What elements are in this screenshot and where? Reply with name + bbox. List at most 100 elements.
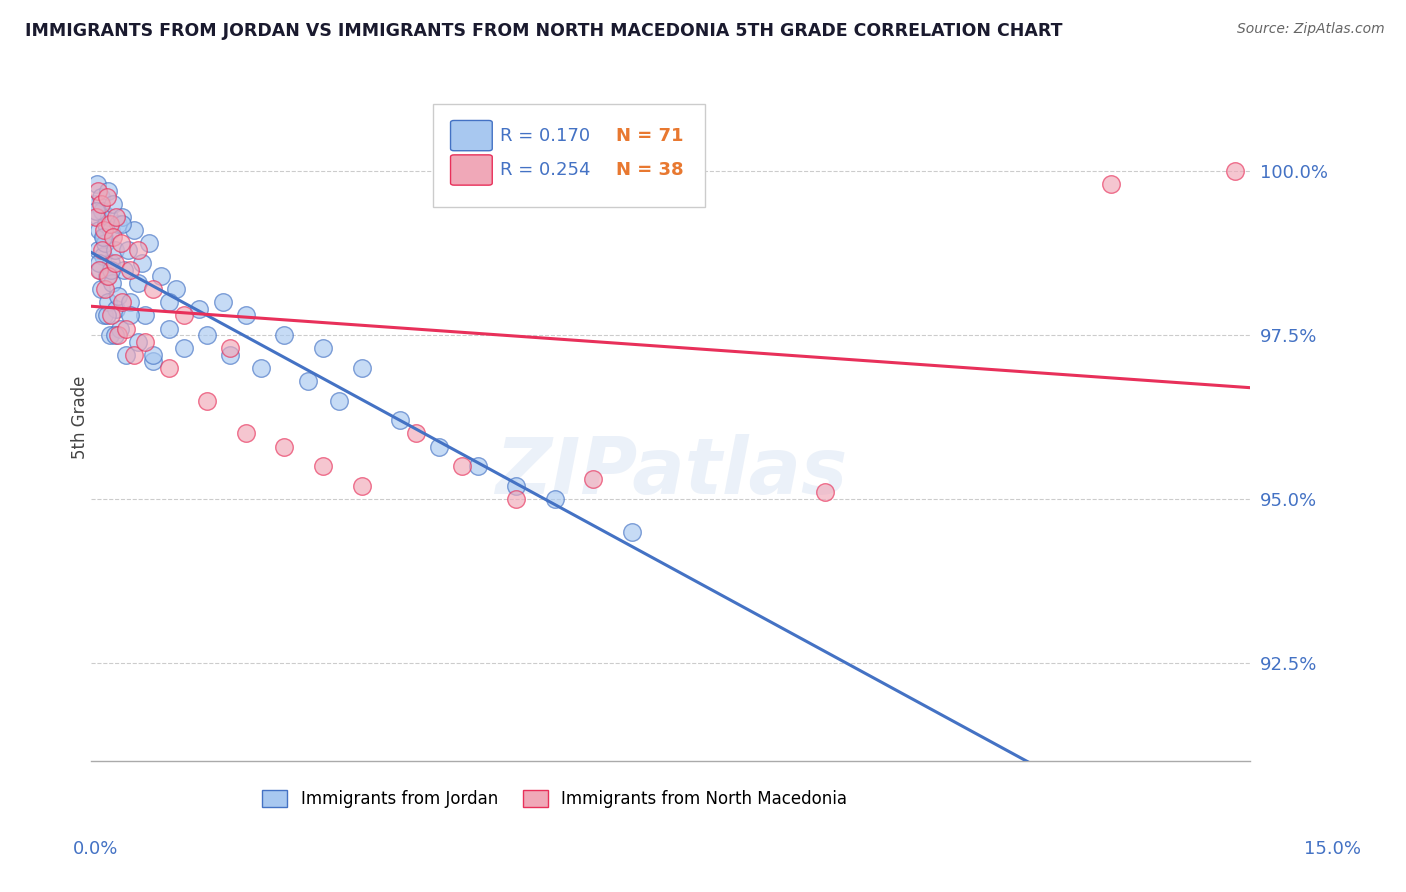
Point — [103, 256, 125, 270]
Point — [100, 262, 122, 277]
Point — [1099, 178, 1122, 192]
Point — [138, 236, 160, 251]
Point — [505, 479, 527, 493]
Point — [427, 440, 450, 454]
Point — [117, 243, 139, 257]
Text: ZIPatlas: ZIPatlas — [495, 434, 846, 510]
Point — [250, 360, 273, 375]
Point — [86, 184, 108, 198]
Point — [118, 309, 141, 323]
Point — [98, 210, 121, 224]
Point — [157, 360, 180, 375]
Point — [118, 262, 141, 277]
Point — [101, 229, 124, 244]
Point — [107, 289, 129, 303]
Point — [91, 250, 114, 264]
Point — [122, 348, 145, 362]
Point — [173, 341, 195, 355]
Point — [211, 295, 233, 310]
Point — [505, 491, 527, 506]
Text: N = 38: N = 38 — [616, 161, 683, 179]
Point — [219, 341, 242, 355]
Point — [100, 309, 122, 323]
Point — [195, 393, 218, 408]
Point — [621, 524, 644, 539]
Point — [100, 223, 122, 237]
Point — [112, 262, 135, 277]
Point — [96, 269, 118, 284]
Point — [93, 229, 115, 244]
Point — [84, 210, 107, 224]
Point — [142, 354, 165, 368]
Point — [127, 276, 149, 290]
Point — [93, 223, 115, 237]
Point — [91, 229, 114, 244]
Point — [105, 301, 128, 316]
Point — [134, 309, 156, 323]
Point — [103, 243, 125, 257]
Point — [94, 217, 117, 231]
Point — [98, 328, 121, 343]
Point — [173, 309, 195, 323]
Point — [90, 190, 112, 204]
Point — [350, 360, 373, 375]
Text: R = 0.170: R = 0.170 — [501, 127, 591, 145]
Point — [312, 341, 335, 355]
Point — [94, 282, 117, 296]
Point — [1223, 164, 1246, 178]
Point — [235, 309, 257, 323]
Point — [219, 348, 242, 362]
Point — [86, 178, 108, 192]
Point — [451, 459, 474, 474]
Text: 0.0%: 0.0% — [73, 840, 118, 858]
Point — [297, 374, 319, 388]
Point — [101, 276, 124, 290]
Text: R = 0.254: R = 0.254 — [501, 161, 591, 179]
Point — [157, 321, 180, 335]
Point — [350, 479, 373, 493]
Point — [814, 485, 837, 500]
Point — [87, 210, 110, 224]
Point — [90, 197, 112, 211]
Point — [107, 217, 129, 231]
Point — [98, 217, 121, 231]
Point — [127, 243, 149, 257]
Point — [582, 472, 605, 486]
Point — [273, 328, 295, 343]
Point — [86, 243, 108, 257]
Point — [108, 321, 131, 335]
Point — [149, 269, 172, 284]
Point — [94, 236, 117, 251]
Point — [90, 282, 112, 296]
Point — [122, 223, 145, 237]
Point — [312, 459, 335, 474]
Point — [103, 328, 125, 343]
Point — [97, 184, 120, 198]
Point — [107, 328, 129, 343]
Point — [89, 262, 111, 277]
Point — [142, 282, 165, 296]
Point — [142, 348, 165, 362]
Point — [84, 203, 107, 218]
Point — [87, 256, 110, 270]
Point — [134, 334, 156, 349]
Point — [97, 269, 120, 284]
Text: IMMIGRANTS FROM JORDAN VS IMMIGRANTS FROM NORTH MACEDONIA 5TH GRADE CORRELATION : IMMIGRANTS FROM JORDAN VS IMMIGRANTS FRO… — [25, 22, 1063, 40]
Point — [111, 217, 134, 231]
Point — [115, 348, 138, 362]
Legend: Immigrants from Jordan, Immigrants from North Macedonia: Immigrants from Jordan, Immigrants from … — [256, 783, 853, 814]
Point — [96, 190, 118, 204]
Point — [188, 301, 211, 316]
Point — [96, 309, 118, 323]
Point — [101, 197, 124, 211]
Point — [110, 236, 132, 251]
Point — [91, 243, 114, 257]
Point — [235, 426, 257, 441]
Point — [389, 413, 412, 427]
Point — [87, 223, 110, 237]
Point — [87, 262, 110, 277]
Point — [111, 210, 134, 224]
FancyBboxPatch shape — [450, 155, 492, 186]
Point — [93, 309, 115, 323]
FancyBboxPatch shape — [433, 104, 706, 207]
